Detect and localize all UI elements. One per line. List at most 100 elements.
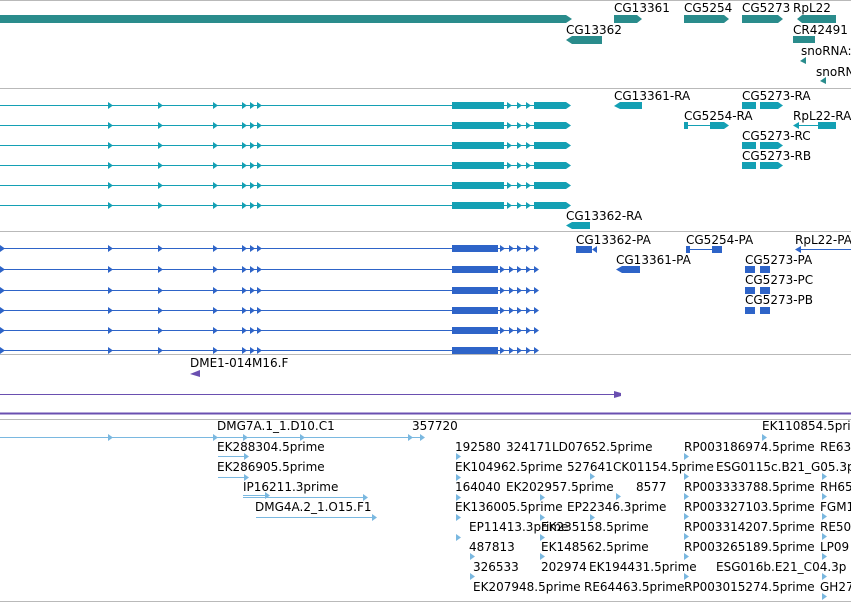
transcript-label-cg5273-rc[interactable]: CG5273-RC: [742, 129, 811, 143]
est-label[interactable]: 326533: [473, 560, 519, 574]
gene-feature-cr42491[interactable]: [793, 36, 815, 43]
est-label[interactable]: 527641: [567, 460, 613, 474]
est-feature[interactable]: [540, 494, 545, 501]
est-label[interactable]: EK286905.5prime: [217, 460, 325, 474]
transcript-cg13362-ra[interactable]: [566, 222, 590, 229]
est-feature[interactable]: [822, 513, 827, 520]
transcript-rpl22-ra[interactable]: [793, 122, 836, 129]
gene-feature-cg13361[interactable]: [614, 15, 642, 23]
est-feature[interactable]: [300, 434, 305, 441]
est-label[interactable]: GH27: [820, 580, 851, 594]
gene-label-rpl22[interactable]: RpL22: [793, 1, 831, 15]
est-label[interactable]: 8577: [636, 480, 667, 494]
est-feature[interactable]: [684, 533, 689, 540]
est-feature[interactable]: [218, 474, 249, 481]
transcript-cg13361-ra[interactable]: [614, 102, 642, 109]
est-label[interactable]: RE63: [820, 440, 851, 454]
transcript-row[interactable]: [0, 162, 571, 169]
est-feature[interactable]: [456, 453, 461, 460]
est-label[interactable]: ESG016b.E21_C04.3p: [716, 560, 846, 574]
gene-feature-cg5254[interactable]: [684, 15, 729, 23]
gene-label-snorna-2[interactable]: snoRN: [816, 65, 851, 79]
transcript-label-cg13361-ra[interactable]: CG13361-RA: [614, 89, 691, 103]
protein-label-cg5254-pa[interactable]: CG5254-PA: [686, 233, 754, 247]
est-label[interactable]: 487813: [469, 540, 515, 554]
est-feature[interactable]: [243, 494, 368, 501]
transcript-row[interactable]: [0, 182, 571, 189]
protein-label-cg13362-pa[interactable]: CG13362-PA: [576, 233, 652, 247]
protein-cg5273-pa[interactable]: [745, 266, 770, 273]
est-feature[interactable]: [470, 553, 475, 560]
clone-label-dme1-014m16-f[interactable]: DME1-014M16.F: [190, 356, 288, 370]
transcript-label-cg5273-ra[interactable]: CG5273-RA: [742, 89, 811, 103]
est-label[interactable]: EK110854.5pri: [762, 419, 851, 433]
est-label[interactable]: LP09: [820, 540, 849, 554]
est-label[interactable]: 164040: [455, 480, 501, 494]
est-feature[interactable]: [822, 473, 827, 480]
protein-row[interactable]: [0, 307, 539, 314]
est-feature[interactable]: [822, 553, 827, 560]
est-feature[interactable]: [590, 514, 595, 521]
est-label[interactable]: EK136005.5prime: [455, 500, 563, 514]
est-feature[interactable]: [540, 553, 545, 560]
est-feature[interactable]: [256, 514, 377, 521]
est-label[interactable]: RP003015274.5prime: [684, 580, 815, 594]
protein-row[interactable]: [0, 347, 539, 354]
est-label[interactable]: 202974: [541, 560, 587, 574]
est-label[interactable]: RH65: [820, 480, 851, 494]
gene-label-cg5273[interactable]: CG5273: [742, 1, 790, 15]
transcript-cg5254-ra[interactable]: [684, 122, 729, 129]
gene-feature-snorna-1[interactable]: [800, 57, 806, 64]
protein-label-cg13361-pa[interactable]: CG13361-PA: [616, 253, 692, 267]
est-feature[interactable]: [684, 513, 689, 520]
transcript-cg5273-rb[interactable]: [742, 162, 783, 169]
est-feature[interactable]: [213, 434, 218, 441]
est-label[interactable]: FGM1: [820, 500, 851, 514]
est-label[interactable]: RE64463.5prime: [584, 580, 685, 594]
est-feature[interactable]: [218, 453, 249, 460]
gene-feature-snorna-2[interactable]: [820, 77, 826, 84]
transcript-cg5273-ra[interactable]: [742, 102, 783, 109]
est-label[interactable]: 192580: [455, 440, 501, 454]
est-label[interactable]: RP003333788.5prime: [684, 480, 815, 494]
est-label[interactable]: RP003186974.5prime: [684, 440, 815, 454]
protein-row[interactable]: [0, 266, 539, 273]
est-feature[interactable]: [108, 434, 113, 441]
transcript-row[interactable]: [0, 122, 571, 129]
est-label[interactable]: RP003265189.5prime: [684, 540, 815, 554]
est-label[interactable]: EK104962.5prime: [455, 460, 563, 474]
est-feature[interactable]: [822, 533, 827, 540]
est-label[interactable]: RE50: [820, 520, 851, 534]
est-feature[interactable]: [684, 573, 689, 580]
est-feature[interactable]: [243, 434, 248, 441]
est-feature[interactable]: [470, 573, 475, 580]
est-label[interactable]: EP11413.3prime: [469, 520, 568, 534]
protein-label-cg5273-pc[interactable]: CG5273-PC: [745, 273, 813, 287]
est-label[interactable]: DMG4A.2_1.O15.F1: [255, 500, 372, 514]
transcript-row[interactable]: [0, 142, 571, 149]
est-feature[interactable]: [762, 434, 767, 441]
protein-label-cg5273-pa[interactable]: CG5273-PA: [745, 253, 813, 267]
est-label[interactable]: EK235158.5prime: [541, 520, 649, 534]
protein-rpl22-pa[interactable]: [795, 246, 851, 253]
gene-feature[interactable]: [0, 15, 572, 23]
transcript-label-cg5254-ra[interactable]: CG5254-RA: [684, 109, 753, 123]
transcript-label-rpl22-ra[interactable]: RpL22-RA: [793, 109, 851, 123]
protein-label-cg5273-pb[interactable]: CG5273-PB: [745, 293, 813, 307]
clone-end-marker[interactable]: [190, 370, 200, 377]
est-feature[interactable]: [456, 534, 461, 541]
est-label[interactable]: EP22346.3prime: [567, 500, 666, 514]
gene-label-cg13361[interactable]: CG13361: [614, 1, 670, 15]
est-feature[interactable]: [540, 534, 545, 541]
est-feature[interactable]: [0, 434, 425, 441]
est-label[interactable]: LD07652.5prime: [552, 440, 653, 454]
est-label[interactable]: ESG0115c.B21_G05.3p: [716, 460, 851, 474]
est-feature[interactable]: [616, 493, 621, 500]
est-label[interactable]: DMG7A.1_1.D10.C1: [217, 419, 335, 433]
protein-cg5254-pa[interactable]: [686, 246, 722, 253]
gene-label-cr42491[interactable]: CR42491: [793, 23, 848, 37]
est-feature[interactable]: [684, 493, 689, 500]
protein-cg5273-pb[interactable]: [745, 307, 770, 314]
gene-feature-rpl22[interactable]: [797, 15, 836, 23]
est-label[interactable]: RP003314207.5prime: [684, 520, 815, 534]
